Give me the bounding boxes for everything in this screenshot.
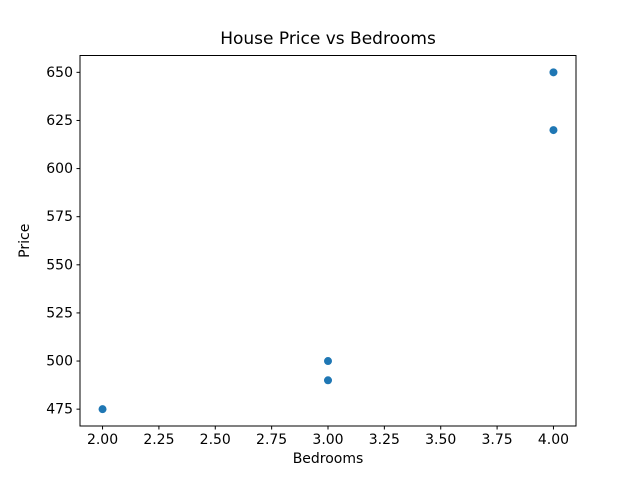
y-tick-label: 625 — [46, 113, 73, 129]
scatter-point — [549, 68, 558, 77]
x-tick-label: 2.75 — [256, 432, 287, 448]
y-tick-label: 575 — [46, 209, 73, 225]
y-axis-label: Price — [17, 224, 33, 258]
x-tick-label: 2.25 — [143, 432, 174, 448]
x-tick-label: 2.00 — [87, 432, 118, 448]
x-tick-label: 4.00 — [538, 432, 569, 448]
scatter-point — [98, 405, 107, 414]
x-tick-label: 2.50 — [200, 432, 231, 448]
y-tick-label: 475 — [46, 402, 73, 418]
y-tick-label: 650 — [46, 65, 73, 81]
y-tick-label: 525 — [46, 305, 73, 321]
chart-title: House Price vs Bedrooms — [220, 29, 436, 49]
y-tick-label: 500 — [46, 354, 73, 370]
scatter-point — [324, 357, 332, 366]
y-tick-label: 600 — [46, 161, 73, 177]
x-tick-label: 3.25 — [369, 432, 400, 448]
x-tick-label: 3.50 — [425, 432, 456, 448]
plot-area — [79, 55, 577, 427]
x-tick-label: 3.75 — [482, 432, 513, 448]
x-tick-label: 3.00 — [312, 432, 343, 448]
data-points — [98, 68, 558, 414]
y-tick-label: 550 — [46, 257, 73, 273]
scatter-point — [324, 376, 332, 385]
y-axis-ticks: 475 500 525 550 575 600 625 650 — [46, 65, 80, 418]
x-axis-label: Bedrooms — [293, 451, 364, 467]
scatter-point — [549, 126, 558, 135]
x-axis-ticks: 2.00 2.25 2.50 2.75 3.00 3.25 3.50 3.75 4.00 — [87, 426, 569, 448]
